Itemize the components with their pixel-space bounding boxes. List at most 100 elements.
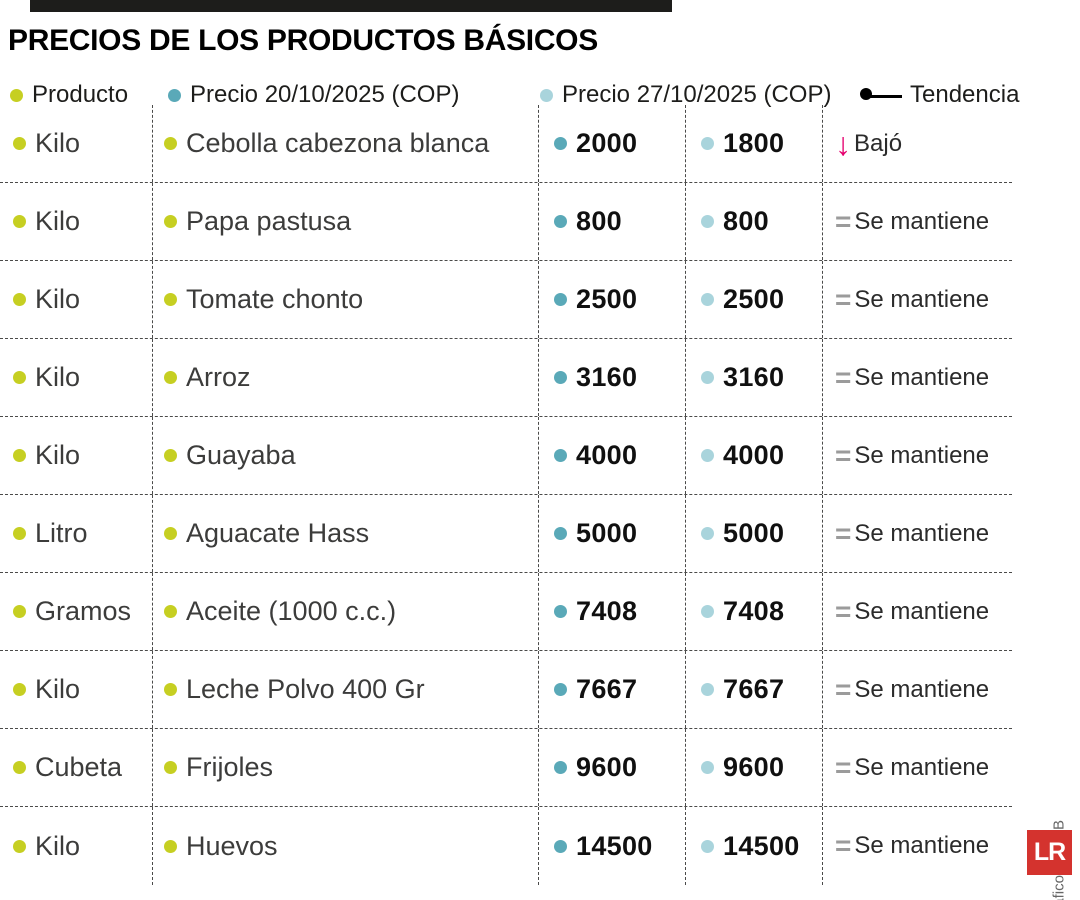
price2-value: 7667 bbox=[723, 674, 785, 704]
unit-cell: Kilo bbox=[0, 651, 152, 728]
price2-value: 4000 bbox=[723, 440, 785, 470]
price1-cell: 7408 bbox=[538, 573, 685, 650]
price1-value: 3160 bbox=[576, 362, 638, 392]
price1-cell: 4000 bbox=[538, 417, 685, 494]
unit-bullet-icon bbox=[13, 761, 26, 774]
unit-bullet-icon bbox=[13, 839, 26, 853]
price1-value: 2000 bbox=[576, 128, 638, 158]
price2-cell: 2500 bbox=[685, 261, 822, 338]
price1-cell: 2000 bbox=[538, 105, 685, 182]
price2-bullet-icon bbox=[701, 527, 714, 540]
legend-trend: Tendencia bbox=[860, 80, 1019, 110]
price1-value: 800 bbox=[576, 206, 622, 236]
equals-icon: = bbox=[835, 205, 852, 237]
unit-label: Gramos bbox=[35, 596, 132, 626]
trend-label: Se mantiene bbox=[854, 753, 990, 781]
unit-cell: Kilo bbox=[0, 105, 152, 182]
product-bullet-icon bbox=[164, 371, 177, 384]
trend-label: Se mantiene bbox=[854, 597, 990, 625]
legend-trend-label: Tendencia bbox=[910, 81, 1020, 108]
product-bullet-icon bbox=[164, 605, 177, 618]
price-table: Kilo Cebolla cabezona blanca 2000 1800 ↓… bbox=[0, 105, 1012, 885]
equals-icon: = bbox=[835, 673, 852, 705]
price1-cell: 9600 bbox=[538, 729, 685, 806]
price1-bullet-icon bbox=[554, 683, 567, 696]
unit-label: Kilo bbox=[35, 284, 81, 314]
product-label: Frijoles bbox=[186, 752, 274, 782]
unit-label: Cubeta bbox=[35, 752, 123, 782]
price2-value: 5000 bbox=[723, 518, 785, 548]
unit-label: Kilo bbox=[35, 362, 81, 392]
price1-value: 7667 bbox=[576, 674, 638, 704]
product-label: Guayaba bbox=[186, 440, 296, 470]
price1-cell: 800 bbox=[538, 183, 685, 260]
trend-cell: ↓ Bajó bbox=[822, 105, 1012, 182]
table-row: Kilo Papa pastusa 800 800 = Se mantiene bbox=[0, 183, 1012, 261]
price2-value: 9600 bbox=[723, 752, 785, 782]
equals-icon: = bbox=[835, 283, 852, 315]
unit-cell: Kilo bbox=[0, 417, 152, 494]
unit-label: Kilo bbox=[35, 128, 81, 158]
unit-label: Kilo bbox=[35, 830, 81, 861]
product-bullet-icon bbox=[164, 137, 177, 150]
legend-price2-label: Precio 27/10/2025 (COP) bbox=[562, 81, 832, 108]
equals-icon: = bbox=[835, 439, 852, 471]
price2-cell: 7667 bbox=[685, 651, 822, 728]
trend-label: Se mantiene bbox=[854, 519, 990, 547]
trend-label: Se mantiene bbox=[854, 832, 990, 859]
table-row: Kilo Cebolla cabezona blanca 2000 1800 ↓… bbox=[0, 105, 1012, 183]
price1-value: 7408 bbox=[576, 596, 638, 626]
trend-cell: = Se mantiene bbox=[822, 729, 1012, 806]
table-row: Kilo Leche Polvo 400 Gr 7667 7667 = Se ma… bbox=[0, 651, 1012, 729]
unit-cell: Kilo bbox=[0, 807, 152, 885]
price2-cell: 1800 bbox=[685, 105, 822, 182]
unit-cell: Cubeta bbox=[0, 729, 152, 806]
table-row: Kilo Arroz 3160 3160 = Se mantiene bbox=[0, 339, 1012, 417]
price2-cell: 5000 bbox=[685, 495, 822, 572]
price2-cell: 800 bbox=[685, 183, 822, 260]
price2-value: 3160 bbox=[723, 362, 785, 392]
price1-cell: 3160 bbox=[538, 339, 685, 416]
trend-line-dot-icon bbox=[860, 86, 904, 104]
unit-cell: Kilo bbox=[0, 261, 152, 338]
product-bullet-icon bbox=[164, 293, 177, 306]
price2-bullet-icon bbox=[701, 761, 714, 774]
unit-cell: Kilo bbox=[0, 339, 152, 416]
price2-cell: 3160 bbox=[685, 339, 822, 416]
price1-value: 5000 bbox=[576, 518, 638, 548]
price1-bullet-icon bbox=[554, 137, 567, 150]
price1-cell: 5000 bbox=[538, 495, 685, 572]
product-label: Aceite (1000 c.c.) bbox=[186, 596, 397, 626]
equals-icon: = bbox=[835, 830, 852, 861]
price1-bullet-icon bbox=[554, 527, 567, 540]
price2-value: 2500 bbox=[723, 284, 785, 314]
price2-bullet-icon bbox=[701, 215, 714, 228]
price2-value: 7408 bbox=[723, 596, 785, 626]
product-label: Huevos bbox=[186, 830, 278, 861]
price2-value: 14500 bbox=[723, 830, 800, 861]
product-cell: Guayaba bbox=[152, 417, 538, 494]
price2-value: 1800 bbox=[723, 128, 785, 158]
table-row: Litro Aguacate Hass 5000 5000 = Se mantie… bbox=[0, 495, 1012, 573]
product-cell: Tomate chonto bbox=[152, 261, 538, 338]
price1-bullet-icon bbox=[554, 605, 567, 618]
equals-icon: = bbox=[835, 517, 852, 549]
product-cell: Aceite (1000 c.c.) bbox=[152, 573, 538, 650]
price2-cell: 14500 bbox=[685, 807, 822, 885]
unit-cell: Litro bbox=[0, 495, 152, 572]
unit-bullet-icon bbox=[13, 527, 26, 540]
legend-price2: Precio 27/10/2025 (COP) bbox=[540, 80, 831, 110]
price1-cell: 2500 bbox=[538, 261, 685, 338]
product-cell: Aguacate Hass bbox=[152, 495, 538, 572]
product-bullet-icon bbox=[164, 761, 177, 774]
equals-icon: = bbox=[835, 751, 852, 783]
product-cell: Leche Polvo 400 Gr bbox=[152, 651, 538, 728]
arrow-down-icon: ↓ bbox=[835, 125, 851, 162]
price2-cell: 9600 bbox=[685, 729, 822, 806]
equals-icon: = bbox=[835, 595, 852, 627]
product-cell: Cebolla cabezona blanca bbox=[152, 105, 538, 182]
price2-bullet-icon bbox=[701, 449, 714, 462]
product-bullet-icon bbox=[164, 449, 177, 462]
trend-cell: = Se mantiene bbox=[822, 651, 1012, 728]
